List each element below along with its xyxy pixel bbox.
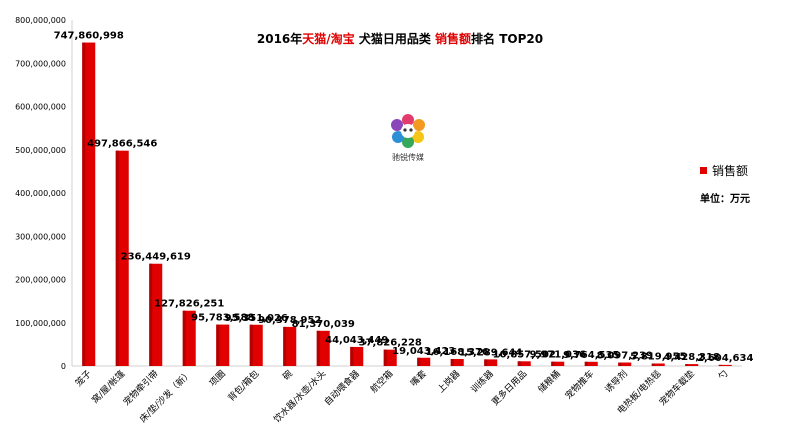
x-tick-label: 饮水器/水壶/水头	[271, 368, 328, 425]
bar	[350, 346, 364, 366]
data-label: 15,289,644	[459, 347, 522, 358]
data-label: 497,866,546	[87, 139, 157, 150]
title-middle: 犬猫日用品类	[354, 32, 436, 46]
title-suffix: 排名 TOP20	[471, 32, 544, 46]
title-highlight-platform: 天猫/淘宝	[302, 32, 355, 46]
x-tick-label: 诱导剂	[602, 368, 630, 396]
bar	[685, 364, 699, 366]
bar-shade	[182, 310, 186, 366]
title-prefix: 2016年	[256, 32, 303, 46]
x-tick-label: 上岗器	[435, 368, 462, 395]
unit-label: 单位：万元	[700, 194, 750, 205]
data-label: 95,783,588	[191, 313, 254, 324]
bar	[216, 324, 230, 366]
bar-shade	[383, 349, 387, 366]
data-label: 5,819,955	[630, 351, 686, 362]
x-tick-label: 航空箱	[368, 368, 396, 396]
y-tick-label: 0	[61, 362, 66, 371]
data-label: 81,370,039	[292, 319, 355, 330]
bar	[584, 361, 598, 366]
bar-shade	[316, 330, 320, 366]
bar-shade	[450, 359, 454, 366]
x-tick-label: 背包/箱包	[225, 368, 261, 404]
x-tick-label: 更多日用品	[489, 368, 529, 408]
x-tick-label: 宠物推车	[562, 368, 596, 402]
bar	[82, 42, 96, 367]
bar	[249, 324, 263, 366]
bar-shade	[82, 42, 86, 367]
legend-swatch	[700, 167, 707, 174]
data-label: 127,826,251	[154, 299, 224, 310]
bar-shade	[216, 324, 220, 366]
brand-logo: 驰锐传媒	[384, 112, 432, 163]
flower-logo-icon	[391, 114, 425, 148]
bar	[115, 150, 129, 366]
x-tick-label: 自动喂食器	[322, 368, 362, 408]
bar	[316, 330, 330, 366]
bar-shade	[484, 359, 488, 366]
bar-shade	[718, 364, 722, 366]
data-label: 16,168,376	[426, 347, 489, 358]
data-label: 8,097,239	[597, 350, 653, 361]
bar	[450, 359, 464, 366]
bar	[517, 361, 531, 366]
y-tick-label: 200,000,000	[15, 276, 66, 285]
bar-shade	[249, 324, 253, 366]
bar-shade	[651, 363, 655, 366]
bar-shade	[350, 346, 354, 366]
data-label: 9,971,036	[530, 350, 586, 361]
data-label: 2,604,634	[697, 353, 753, 364]
y-tick-label: 400,000,000	[15, 189, 66, 198]
bar	[149, 263, 163, 366]
y-tick-label: 600,000,000	[15, 103, 66, 112]
bar-shade	[618, 362, 622, 366]
bar	[417, 357, 431, 366]
chart-title: 2016年天猫/淘宝 犬猫日用品类 销售额排名 TOP20	[0, 30, 800, 47]
x-tick-label: 勺	[716, 368, 731, 383]
bar-shade	[149, 263, 153, 366]
x-tick-label: 碗	[280, 368, 295, 383]
y-tick-label: 700,000,000	[15, 59, 66, 68]
data-label: 95,351,026	[225, 313, 288, 324]
y-tick-label: 300,000,000	[15, 232, 66, 241]
bar-shade	[115, 150, 119, 366]
bar	[182, 310, 196, 366]
data-label: 44,043,449	[325, 335, 388, 346]
y-tick-label: 500,000,000	[15, 146, 66, 155]
bar-shade	[417, 357, 421, 366]
x-tick-label: 储粮桶	[535, 368, 563, 396]
bar	[651, 363, 665, 366]
bar-shade	[283, 326, 287, 366]
bar	[551, 361, 565, 366]
x-tick-label: 宠物车载垫	[657, 368, 697, 408]
bar	[718, 364, 732, 366]
bar	[484, 359, 498, 366]
bar	[383, 349, 397, 366]
y-tick-label: 100,000,000	[15, 319, 66, 328]
x-tick-label: 笼子	[73, 368, 94, 389]
bar	[618, 362, 632, 366]
data-label: 19,043,423	[392, 346, 455, 357]
bar-shade	[551, 361, 555, 366]
data-label: 90,378,952	[258, 315, 321, 326]
data-label: 236,449,619	[121, 252, 191, 263]
bar-shade	[685, 364, 689, 366]
data-label: 747,860,998	[54, 31, 124, 42]
legend-label: 销售额	[712, 164, 749, 178]
bar-shade	[584, 361, 588, 366]
title-highlight-metric: 销售额	[435, 32, 472, 46]
data-label: 9,764,535	[563, 350, 619, 361]
data-label: 37,826,228	[359, 338, 422, 349]
x-tick-label: 嘴套	[408, 368, 429, 389]
bar	[283, 326, 297, 366]
logo-text: 驰锐传媒	[392, 153, 424, 162]
y-tick-label: 800,000,000	[15, 16, 66, 25]
x-tick-label: 训练器	[468, 368, 496, 396]
x-tick-label: 项圈	[207, 368, 228, 389]
legend: 销售额	[700, 162, 748, 179]
bar-shade	[517, 361, 521, 366]
data-label: 10,857,502	[493, 349, 556, 360]
data-label: 4,428,318	[664, 352, 720, 363]
